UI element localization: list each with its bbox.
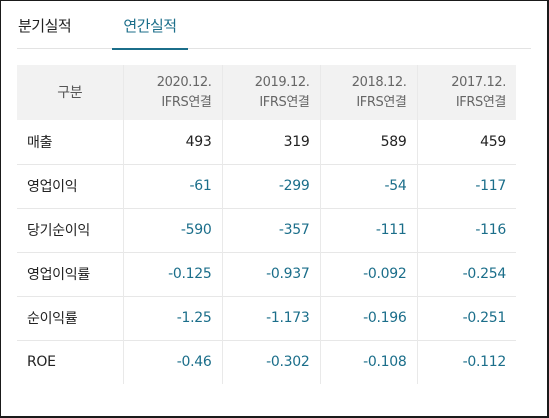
row-label: 매출 [27,134,53,151]
table-row-revenue: 매출 493 319 589 459 [17,120,516,164]
table-cell: -0.125 [122,251,222,296]
tab-annual-results[interactable]: 연간실적 [112,15,188,50]
table-cell: 459 [416,120,516,164]
column-date: 2019.12. [254,74,310,90]
column-basis: IFRS연결 [161,94,212,110]
table-cell: -1.25 [122,295,222,340]
table-cell: 493 [122,120,222,164]
column-header-2017: 2017.12. IFRS연결 [416,65,516,120]
table-cell: -590 [122,207,222,252]
row-label: 당기순이익 [17,207,123,252]
table-row-roe: ROE -0.46 -0.302 -0.108 -0.112 [17,339,516,384]
tab-quarterly-results[interactable]: 분기실적 [18,17,72,35]
table-cell: -299 [221,163,320,208]
tab-bar: 분기실적 연간실적 [17,1,531,50]
row-label: ROE [17,339,123,384]
table-cell: -0.302 [221,339,320,384]
table-cell: -117 [416,163,516,208]
table-row-net-income: 당기순이익 -590 -357 -111 -116 [17,207,516,252]
header-category-label: 구분 [17,65,123,120]
column-header-2020: 2020.12. IFRS연결 [122,65,222,120]
table-cell: 319 [221,120,320,164]
column-header-2019: 2019.12. IFRS연결 [221,65,320,120]
row-label: 순이익률 [17,295,123,340]
column-date: 2017.12. [451,74,506,90]
table-row-operating-profit: 영업이익 -61 -299 -54 -117 [17,163,516,208]
table-cell: -0.112 [416,339,516,384]
column-basis: IFRS연결 [259,94,310,110]
table-cell: -0.937 [221,251,320,296]
table-cell: -0.092 [319,251,417,296]
column-date: 2018.12. [351,74,407,90]
row-label: 영업이익률 [17,251,123,296]
column-basis: IFRS연결 [455,94,507,110]
table-cell: -0.46 [122,339,222,384]
table-cell: -116 [416,207,516,252]
table-cell: -357 [221,207,320,252]
table-cell: -0.108 [319,339,417,384]
financial-results-table: 구분 2020.12. IFRS연결 2019.12. IFRS연결 2018.… [17,65,516,384]
table-cell: -54 [319,163,417,208]
column-basis: IFRS연결 [356,94,407,110]
table-cell: -111 [319,207,417,252]
table-header-row: 구분 2020.12. IFRS연결 2019.12. IFRS연결 2018.… [17,65,516,120]
column-date: 2020.12. [156,74,212,90]
table-cell: -0.196 [319,295,417,340]
table-cell: -61 [122,163,222,208]
table-row-operating-margin: 영업이익률 -0.125 -0.937 -0.092 -0.254 [17,251,516,296]
table-row-net-margin: 순이익률 -1.25 -1.173 -0.196 -0.251 [17,295,516,340]
row-label: 영업이익 [17,163,123,208]
table-cell: -0.254 [416,251,516,296]
column-header-2018: 2018.12. IFRS연결 [319,65,417,120]
table-cell: 589 [319,120,417,164]
table-cell: -0.251 [416,295,516,340]
table-cell: -1.173 [221,295,320,340]
